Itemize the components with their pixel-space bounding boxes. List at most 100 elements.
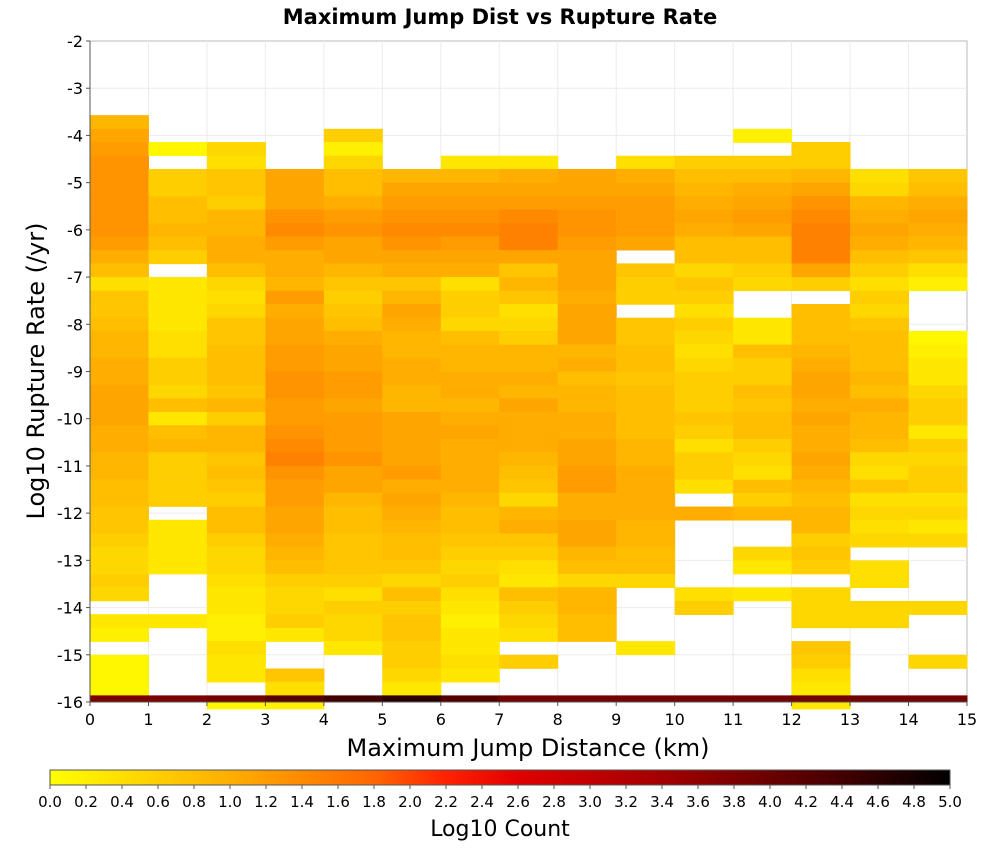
heatmap-cell — [265, 587, 325, 602]
heatmap-cell — [616, 290, 676, 305]
heatmap-cell — [674, 303, 734, 318]
colorbar-label: Log10 Count — [430, 817, 570, 842]
heatmap-cell — [206, 479, 266, 494]
heatmap-cell — [499, 182, 559, 197]
heatmap-cell — [499, 263, 559, 278]
heatmap-cell — [674, 196, 734, 211]
colorbar-tick-label: 4.2 — [794, 793, 818, 811]
heatmap-cell — [323, 168, 383, 183]
heatmap-cell — [206, 452, 266, 467]
heatmap-cell — [90, 465, 149, 480]
heatmap-cell — [616, 263, 676, 278]
heatmap-cell — [382, 465, 442, 480]
heatmap-cell — [557, 479, 617, 494]
heatmap-cell — [850, 574, 910, 589]
heatmap-cell — [499, 546, 559, 561]
heatmap-cell — [206, 398, 266, 413]
heatmap-cell — [323, 614, 383, 629]
heatmap-cell — [557, 560, 617, 575]
heatmap-cell — [265, 209, 325, 224]
heatmap-cell — [733, 250, 793, 265]
heatmap-cell — [616, 277, 676, 292]
heatmap-cell — [557, 263, 617, 278]
x-tick-label: 11 — [723, 710, 743, 729]
heatmap-cell — [499, 506, 559, 521]
heatmap-cell — [674, 330, 734, 345]
heatmap-cell — [206, 317, 266, 332]
heatmap-cell — [440, 533, 500, 548]
heatmap-cell — [382, 344, 442, 359]
heatmap-cell — [616, 371, 676, 386]
heatmap-cell — [557, 412, 617, 427]
heatmap-cell — [265, 330, 325, 345]
heatmap-cell — [440, 385, 500, 400]
heatmap-cell — [323, 452, 383, 467]
heatmap-cell — [148, 196, 208, 211]
heatmap-cell — [499, 654, 559, 669]
x-tick-label: 6 — [436, 710, 446, 729]
heatmap-cell — [440, 452, 500, 467]
colorbar-tick-label: 4.0 — [758, 793, 782, 811]
heatmap-cell — [265, 519, 325, 534]
heatmap-cell — [674, 344, 734, 359]
heatmap-cell — [733, 560, 793, 575]
x-axis-ticks: 0 1 2 3 4 5 6 7 8 9 10 11 12 13 14 15 — [85, 702, 977, 729]
heatmap-cell — [908, 439, 968, 454]
heatmap-cell — [733, 398, 793, 413]
heatmap-cell — [90, 614, 149, 629]
heatmap-cell — [90, 277, 149, 292]
heatmap-cell — [850, 236, 910, 251]
heatmap-cell — [850, 560, 910, 575]
heatmap-cell — [382, 263, 442, 278]
heatmap-cell — [323, 263, 383, 278]
heatmap-cell — [265, 452, 325, 467]
colorbar-tick-label: 5.0 — [938, 793, 962, 811]
y-tick-label: -6 — [67, 221, 83, 240]
heatmap-cell — [850, 344, 910, 359]
colorbar-tick-label: 3.0 — [578, 793, 602, 811]
heatmap-cell — [206, 182, 266, 197]
heatmap-cell — [733, 479, 793, 494]
heatmap-cell — [791, 465, 851, 480]
heatmap-cell — [90, 546, 149, 561]
heatmap-cell — [90, 506, 149, 521]
heatmap-cell — [674, 277, 734, 292]
heatmap-bottom-cell — [499, 695, 559, 702]
heatmap-cell — [791, 546, 851, 561]
heatmap-cell — [850, 317, 910, 332]
heatmap-cell — [148, 290, 208, 305]
heatmap-cell — [440, 465, 500, 480]
colorbar-tick-label: 1.2 — [254, 793, 278, 811]
heatmap-cell — [908, 425, 968, 440]
heatmap-cell — [206, 627, 266, 642]
y-axis-label: Log10 Rupture Rate (/yr) — [22, 223, 50, 520]
heatmap-cell — [440, 560, 500, 575]
colorbar-ticks: 0.0 0.2 0.4 0.6 0.8 1.0 1.2 1.4 1.6 1.8 2.0 2.2 2.4 2… — [38, 785, 962, 811]
heatmap-cell — [733, 263, 793, 278]
heatmap-cell — [265, 236, 325, 251]
heatmap-cell — [440, 614, 500, 629]
heatmap-cell — [440, 168, 500, 183]
x-tick-label: 5 — [377, 710, 387, 729]
heatmap-cell — [382, 425, 442, 440]
heatmap-cell — [148, 519, 208, 534]
heatmap-cell — [850, 182, 910, 197]
heatmap-cell — [850, 263, 910, 278]
heatmap-cell — [440, 492, 500, 507]
heatmap-cell — [148, 277, 208, 292]
heatmap-cell — [265, 223, 325, 238]
heatmap-cell — [90, 236, 149, 251]
heatmap-cell — [733, 412, 793, 427]
heatmap-cell — [206, 465, 266, 480]
heatmap-cell — [908, 277, 968, 292]
heatmap-cell — [499, 317, 559, 332]
heatmap-cell — [382, 574, 442, 589]
heatmap-bottom-cell — [90, 695, 149, 702]
heatmap-cell — [440, 209, 500, 224]
heatmap-cell — [557, 492, 617, 507]
heatmap-cell — [616, 574, 676, 589]
heatmap-cell — [148, 371, 208, 386]
heatmap-cell — [791, 250, 851, 265]
heatmap-cell — [791, 600, 851, 615]
heatmap-cell — [206, 519, 266, 534]
